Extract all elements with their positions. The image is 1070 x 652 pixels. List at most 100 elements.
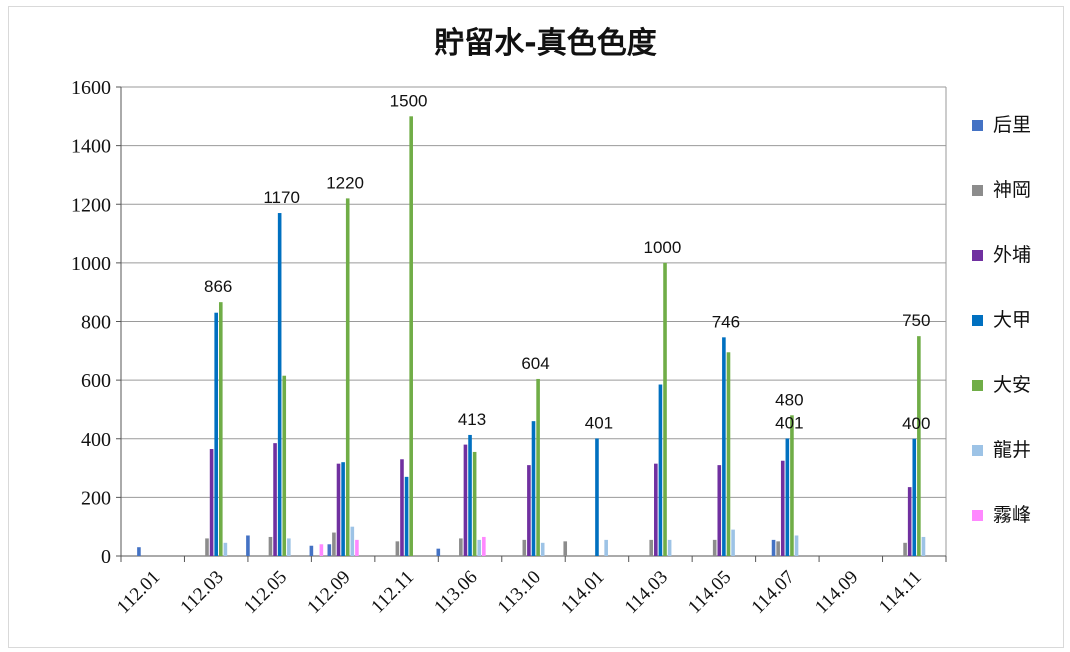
bar	[907, 487, 912, 556]
bar	[776, 541, 780, 556]
x-axis-ticks: 112.01 112.03 112.05 112.09 112.11 113.06 113.…	[113, 567, 926, 618]
x-tick-label: 112.11	[367, 567, 418, 618]
data-label: 750	[902, 311, 930, 330]
bar	[345, 198, 350, 556]
data-labels: 866 1170 1220 1500 413 604 401 1000 746 480 401 750…	[204, 91, 930, 432]
bar	[246, 535, 250, 556]
bar	[463, 444, 468, 556]
data-label: 1220	[326, 173, 364, 192]
bar	[658, 384, 663, 556]
data-label: 1170	[263, 188, 300, 207]
bar	[355, 539, 359, 556]
bar	[350, 526, 355, 556]
x-tick-label: 114.11	[875, 567, 926, 618]
bar	[282, 375, 287, 556]
bar	[654, 463, 658, 556]
x-tick-label: 114.09	[811, 567, 862, 618]
data-label: 746	[712, 312, 740, 331]
bar	[218, 302, 223, 556]
axes	[116, 86, 947, 562]
y-axis-ticks: 0 200 400 600 800 1000 1200 1400 1600	[71, 77, 111, 568]
y-tick-label: 0	[101, 546, 111, 568]
x-tick-label: 113.06	[430, 567, 481, 618]
bars	[137, 116, 926, 556]
bar	[726, 352, 731, 556]
x-tick-label: 114.01	[557, 567, 608, 618]
bar	[563, 541, 568, 556]
y-tick-label: 1600	[71, 77, 111, 99]
data-label: 1500	[390, 91, 428, 110]
data-label: 401	[585, 413, 613, 432]
bar	[527, 465, 531, 556]
bar	[277, 213, 282, 556]
bar	[531, 421, 536, 556]
bar	[522, 539, 527, 556]
legend-label: 大安	[993, 374, 1031, 396]
bar	[468, 434, 472, 556]
data-label: 604	[521, 354, 549, 373]
data-label: 413	[458, 410, 486, 429]
bar	[409, 116, 413, 556]
bar	[921, 536, 926, 556]
chart-title: 貯留水-真色色度	[434, 26, 656, 61]
legend-swatch	[972, 250, 983, 261]
bar	[663, 262, 667, 556]
bar	[912, 438, 917, 556]
legend-label: 外埔	[993, 244, 1031, 266]
bar	[319, 544, 324, 556]
bar	[436, 548, 441, 556]
legend-label: 神岡	[993, 179, 1031, 201]
chart-frame: 貯留水-真色色度 866 1170 1220 1500 413 604 401 1000 746…	[8, 6, 1064, 648]
bar	[459, 538, 463, 556]
bar	[209, 449, 214, 556]
bar	[794, 535, 799, 556]
bar	[273, 443, 277, 556]
legend-swatch	[972, 315, 983, 326]
x-tick-label: 114.05	[684, 567, 735, 618]
bar	[395, 541, 400, 556]
data-label: 401	[775, 413, 803, 432]
legend-swatch	[972, 445, 983, 456]
bar	[917, 336, 921, 556]
bar	[214, 312, 218, 556]
y-tick-label: 1400	[71, 136, 111, 158]
bar	[336, 463, 341, 556]
legend-swatch	[972, 380, 983, 391]
bar	[482, 536, 486, 556]
y-tick-label: 200	[81, 487, 111, 509]
grid-lines	[121, 86, 947, 556]
legend-label: 后里	[993, 114, 1031, 136]
bar	[780, 460, 785, 556]
x-tick-label: 112.01	[113, 567, 164, 618]
bar	[649, 539, 654, 556]
bar	[268, 536, 273, 556]
legend-swatch	[972, 120, 983, 131]
legend-swatch	[972, 185, 983, 196]
x-tick-label: 112.05	[240, 567, 291, 618]
legend-label: 霧峰	[993, 504, 1031, 526]
bar	[595, 438, 599, 556]
y-tick-label: 1200	[71, 194, 111, 216]
bar	[712, 539, 717, 556]
y-tick-label: 400	[81, 429, 111, 451]
bar	[771, 539, 776, 556]
bar	[540, 542, 545, 556]
y-tick-label: 800	[81, 312, 111, 334]
bar	[903, 542, 907, 556]
y-tick-label: 1000	[71, 253, 111, 275]
bar	[785, 438, 790, 556]
data-label: 480	[775, 390, 803, 409]
bar	[536, 378, 540, 556]
y-tick-label: 600	[81, 370, 111, 392]
bar	[477, 539, 482, 556]
bar	[341, 462, 345, 556]
bar	[717, 465, 722, 556]
legend-label: 龍井	[993, 439, 1031, 461]
x-tick-label: 114.03	[621, 567, 672, 618]
bar	[309, 545, 314, 556]
legend-label: 大甲	[993, 309, 1031, 331]
bar	[400, 459, 404, 556]
data-label: 866	[204, 277, 232, 296]
bar	[731, 529, 735, 556]
